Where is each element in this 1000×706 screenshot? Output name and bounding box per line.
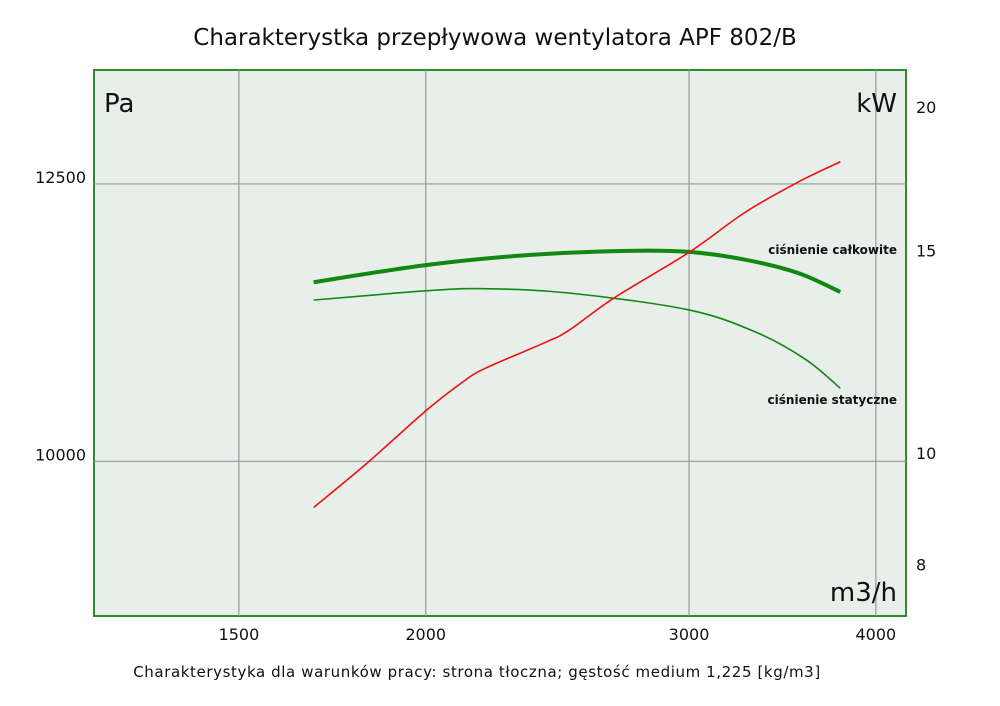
series-label-total-pressure: ciśnienie całkowite	[768, 243, 897, 257]
y-left-tick-label: 10000	[35, 445, 86, 464]
y-right-tick-label: 20	[916, 98, 936, 117]
x-axis-label: m3/h	[830, 578, 897, 608]
y-left-axis-label: Pa	[104, 89, 134, 119]
x-tick-label: 4000	[856, 625, 897, 644]
x-tick-label: 3000	[669, 625, 710, 644]
y-right-axis-label: kW	[856, 89, 897, 119]
y-left-tick-label: 12500	[35, 168, 86, 187]
chart-title: Charakterystka przepływowa wentylatora A…	[193, 25, 796, 51]
y-right-tick-label: 15	[916, 242, 936, 261]
total-pressure-line	[313, 248, 842, 294]
y-right-tick-label: 10	[916, 444, 936, 463]
y-right-tick-label: 8	[916, 555, 926, 574]
power-line	[313, 161, 841, 509]
x-tick-label: 1500	[219, 625, 260, 644]
x-tick-label: 2000	[405, 625, 446, 644]
static-pressure-line	[313, 287, 841, 389]
plot-area	[93, 69, 907, 617]
chart-footnote: Charakterystyka dla warunków pracy: stro…	[133, 663, 821, 681]
series-label-static-pressure: ciśnienie statyczne	[768, 393, 897, 407]
